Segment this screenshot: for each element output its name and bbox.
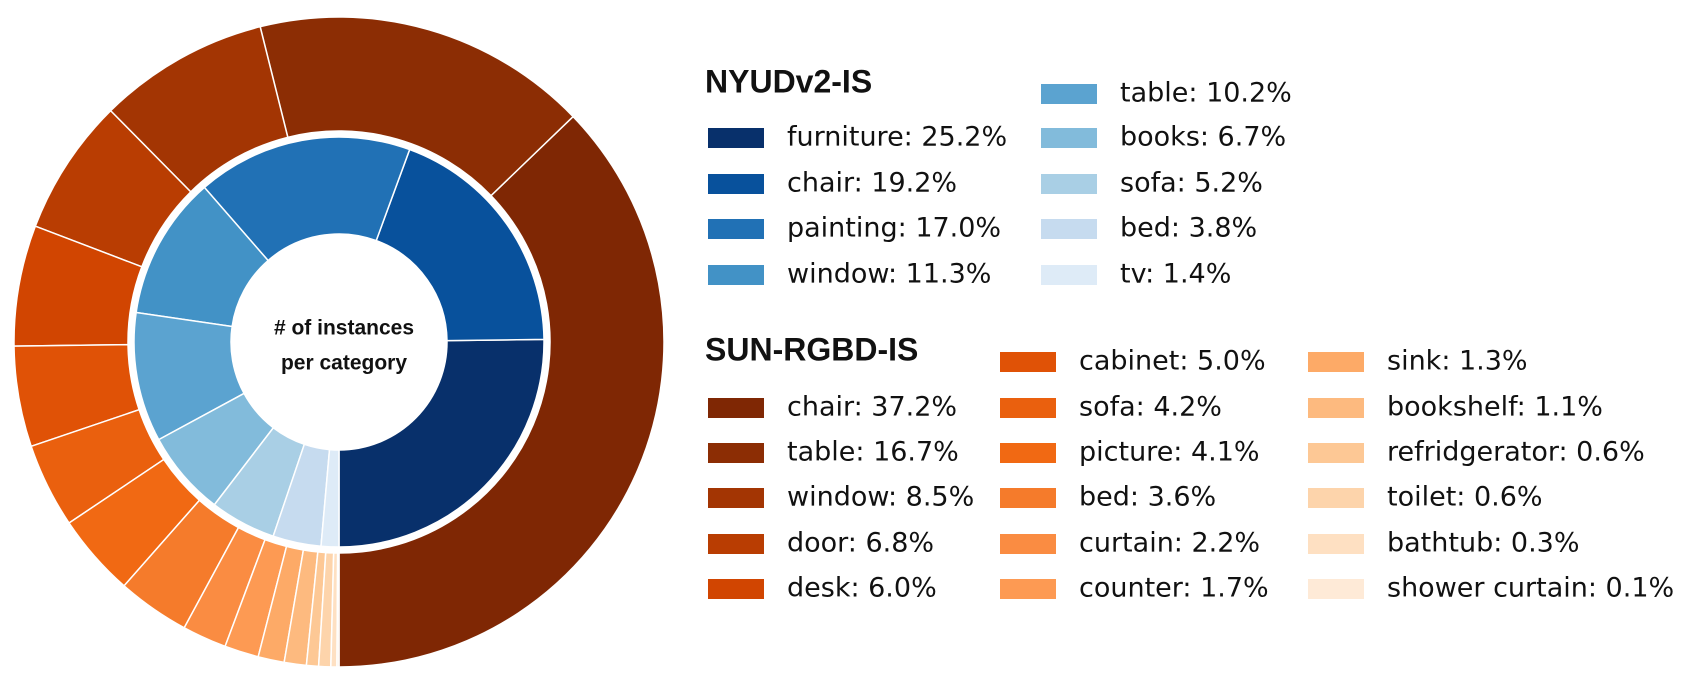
wedge <box>338 115 665 668</box>
wedge <box>375 148 545 342</box>
legend-swatch <box>1041 128 1097 148</box>
legend-label: desk: 6.0% <box>787 573 937 604</box>
legend-title: SUN-RGBD-IS <box>705 331 918 367</box>
legend-swatch <box>1308 443 1364 463</box>
legend-label: sink: 1.3% <box>1387 346 1528 377</box>
wedge <box>336 552 340 668</box>
legend-label: sofa: 5.2% <box>1120 168 1263 199</box>
legend-label: counter: 1.7% <box>1079 573 1269 604</box>
legend-label: tv: 1.4% <box>1120 259 1231 290</box>
legend-label: chair: 37.2% <box>787 392 957 423</box>
legend-swatch <box>1000 352 1056 372</box>
legend-label: bookshelf: 1.1% <box>1387 392 1603 423</box>
wedge <box>320 448 340 548</box>
legend-label: cabinet: 5.0% <box>1079 346 1266 377</box>
legend-label: furniture: 25.2% <box>787 122 1007 153</box>
legend-label: bed: 3.8% <box>1120 213 1257 244</box>
legend-swatch <box>1308 534 1364 554</box>
legend-label: toilet: 0.6% <box>1387 482 1543 513</box>
legend-swatch <box>708 219 764 239</box>
legend-label: picture: 4.1% <box>1079 437 1260 468</box>
legend-swatch <box>1000 443 1056 463</box>
legend-label: shower curtain: 0.1% <box>1387 573 1674 604</box>
center-text: # of instances <box>274 317 414 340</box>
legend-label: curtain: 2.2% <box>1079 528 1260 559</box>
legend-swatch <box>708 488 764 508</box>
legend-label: bed: 3.6% <box>1079 482 1216 513</box>
legend-label: painting: 17.0% <box>787 213 1001 244</box>
legend-swatch <box>1041 84 1097 104</box>
legend-swatch <box>1041 174 1097 194</box>
legend-swatch <box>1041 265 1097 285</box>
legend-swatch <box>708 398 764 418</box>
legend-label: door: 6.8% <box>787 528 934 559</box>
legend-label: sofa: 4.2% <box>1079 392 1222 423</box>
legend-swatch <box>1000 398 1056 418</box>
legend-swatch <box>708 265 764 285</box>
wedge <box>338 338 545 548</box>
legend-label: window: 8.5% <box>787 482 974 513</box>
legend-label: chair: 19.2% <box>787 168 957 199</box>
legend-label: window: 11.3% <box>787 259 991 290</box>
legend-swatch <box>708 579 764 599</box>
legend-swatch <box>708 443 764 463</box>
legend-swatch <box>1308 488 1364 508</box>
wedge <box>203 136 411 262</box>
legend-swatch <box>1000 579 1056 599</box>
legend-swatch <box>1308 352 1364 372</box>
center-text: per category <box>281 352 407 375</box>
legend-label: refridgerator: 0.6% <box>1387 437 1645 468</box>
legend-label: books: 6.7% <box>1120 122 1286 153</box>
legend-label: bathtub: 0.3% <box>1387 528 1580 559</box>
legend-swatch <box>1000 534 1056 554</box>
legend-label: table: 10.2% <box>1120 78 1292 109</box>
legend-swatch <box>1308 398 1364 418</box>
legend-swatch <box>1000 488 1056 508</box>
legend-swatch <box>708 128 764 148</box>
legend-label: table: 16.7% <box>787 437 959 468</box>
legend-swatch <box>708 534 764 554</box>
legend-swatch <box>1041 219 1097 239</box>
legend-swatch <box>1308 579 1364 599</box>
legend-title: NYUDv2-IS <box>705 63 872 99</box>
legend-swatch <box>708 174 764 194</box>
